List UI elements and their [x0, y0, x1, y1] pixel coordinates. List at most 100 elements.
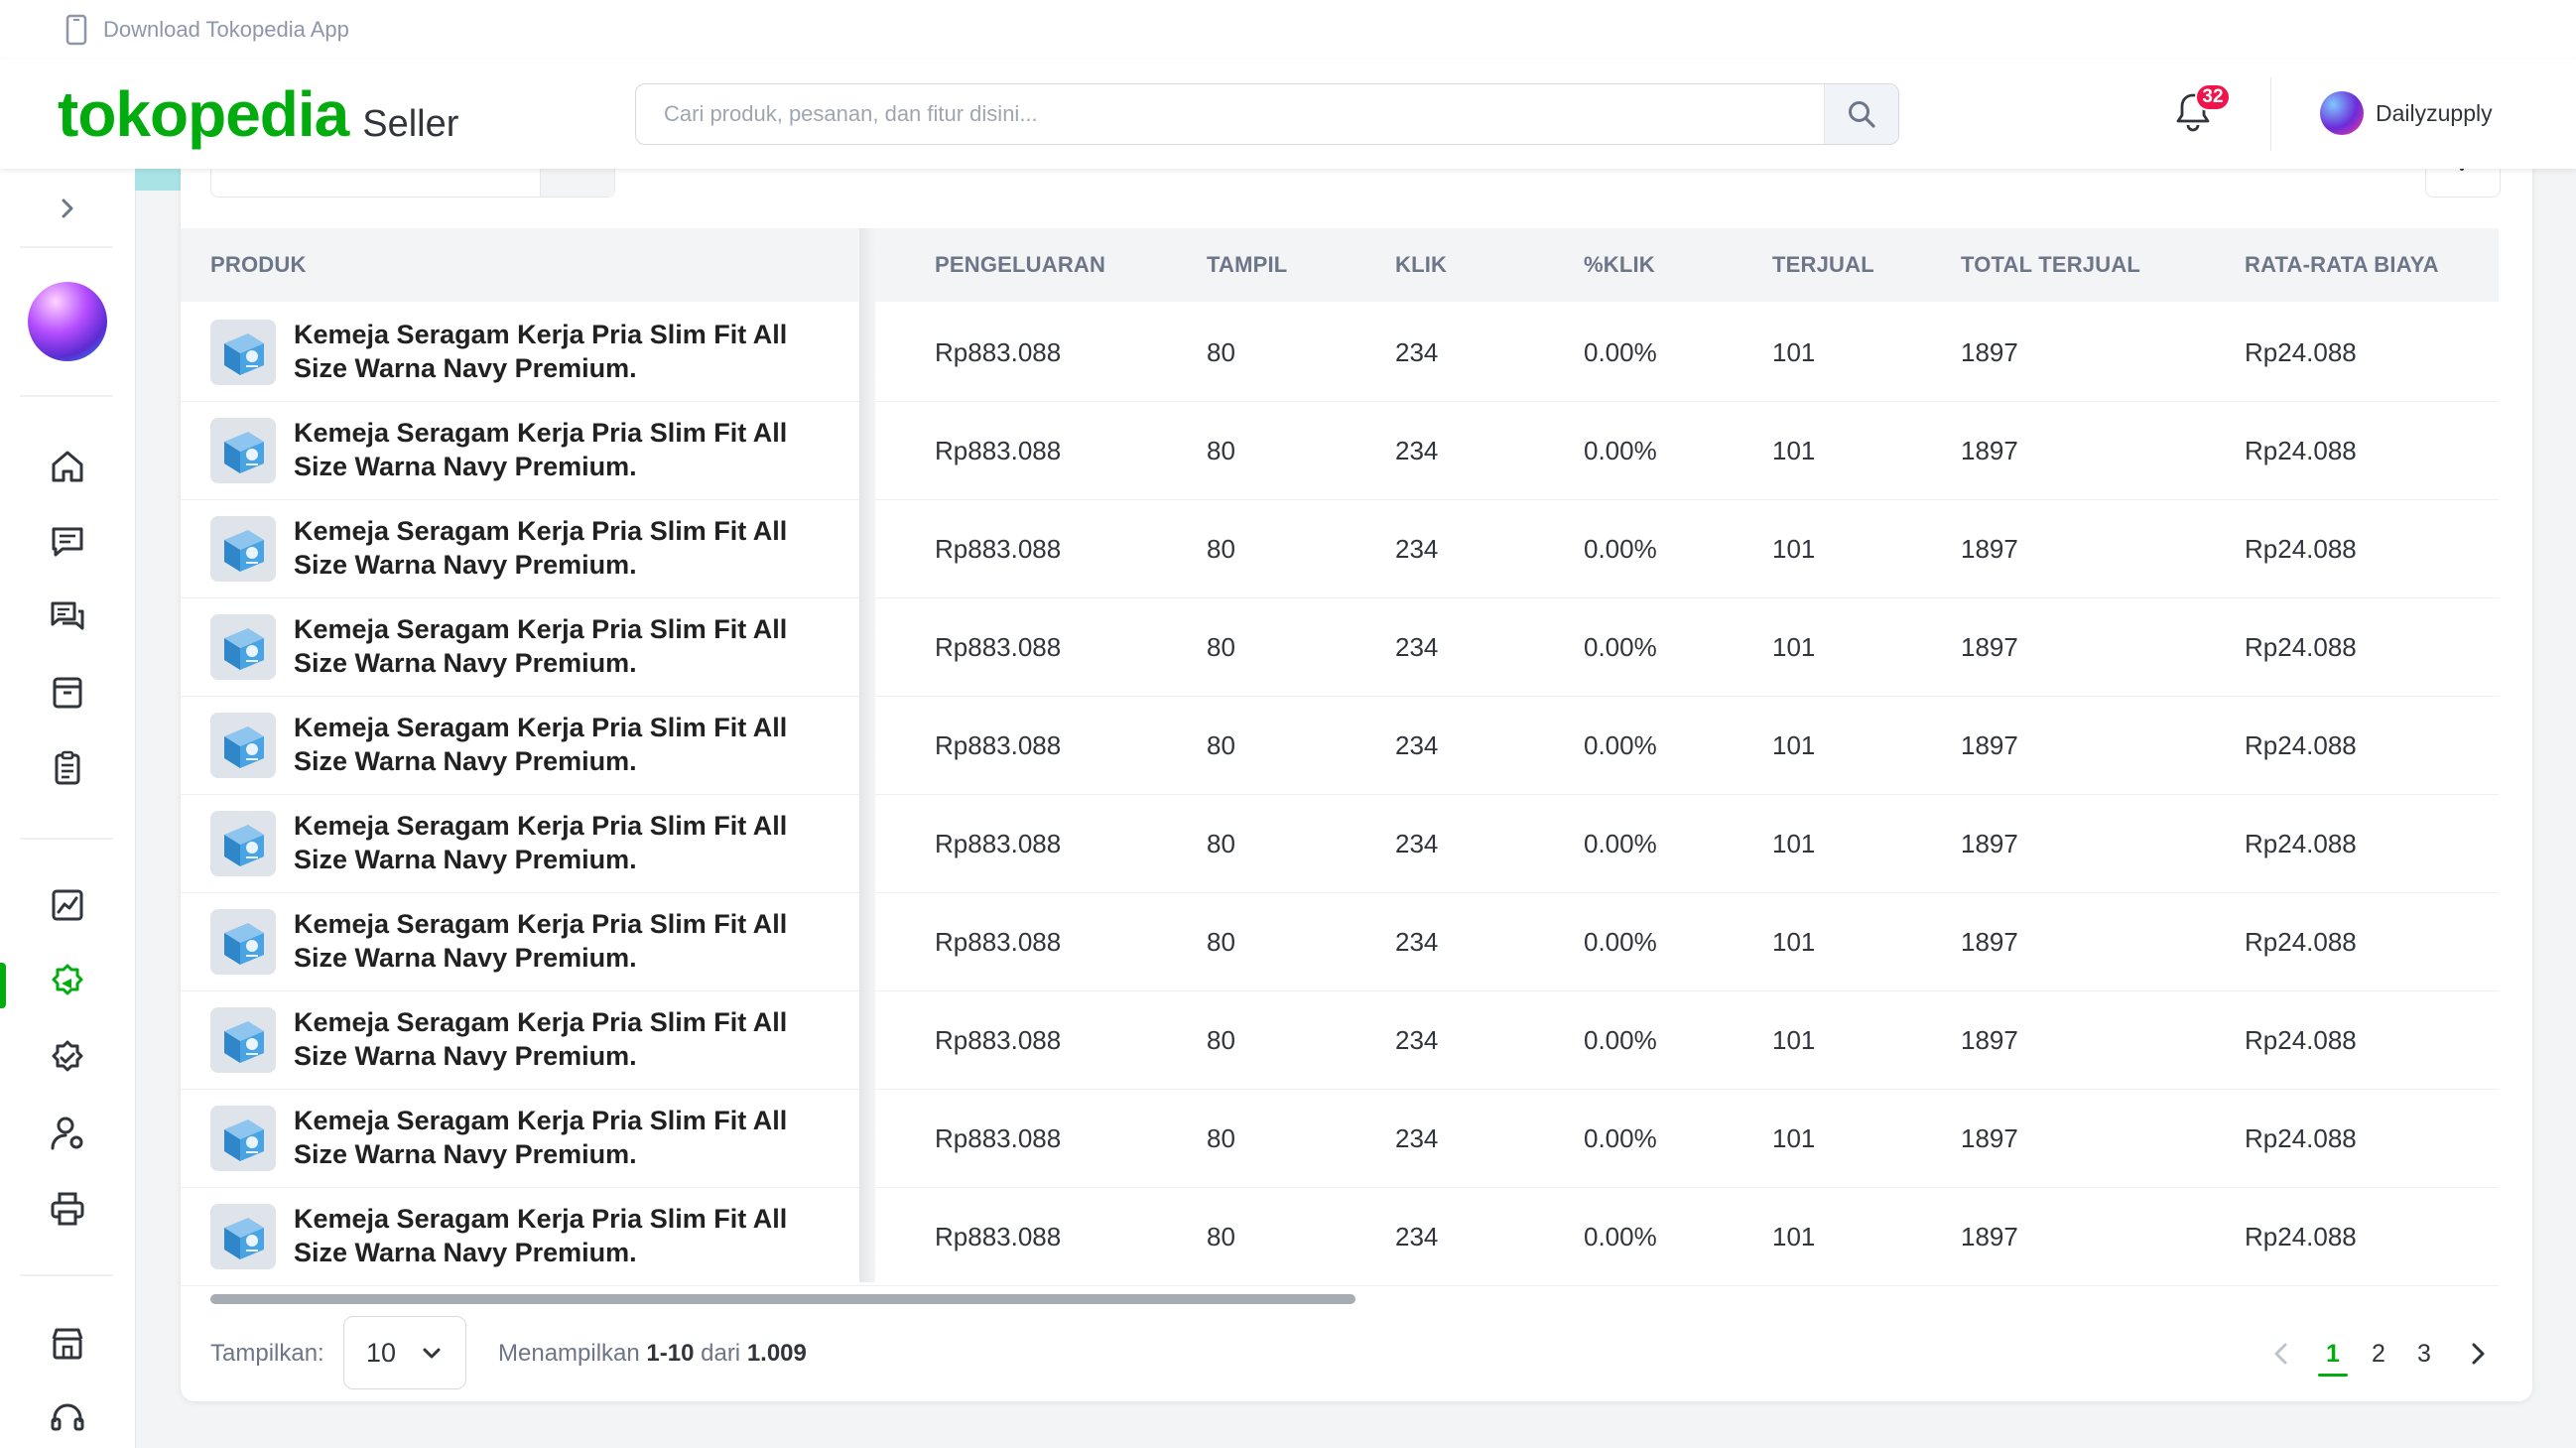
- table-row[interactable]: Kemeja Seragam Kerja Pria Slim Fit All Si…: [181, 598, 2499, 697]
- product-name[interactable]: Kemeja Seragam Kerja Pria Slim Fit All Si…: [294, 514, 830, 582]
- cell-terjual: 101: [1772, 632, 1816, 662]
- orders-icon[interactable]: [48, 748, 87, 788]
- cell-tampil: 80: [1207, 1025, 1235, 1055]
- next-page-button[interactable]: [2463, 1334, 2493, 1374]
- product-name-line: Kemeja Seragam Kerja Pria Slim Fit All: [294, 811, 788, 841]
- search-icon: [1849, 101, 1875, 128]
- table-row[interactable]: Kemeja Seragam Kerja Pria Slim Fit All Si…: [181, 304, 2499, 402]
- sidebar-divider: [20, 395, 113, 397]
- more-options-button[interactable]: [2425, 149, 2501, 197]
- column-header-rata-rata-biaya[interactable]: RATA-RATA BIAYA: [2245, 252, 2439, 277]
- column-header-pengeluaran[interactable]: PENGELUARAN: [935, 252, 1106, 277]
- product-name-line: Size Warna Navy Premium.: [294, 746, 637, 776]
- printer-icon[interactable]: [48, 1189, 87, 1229]
- cell-pct-klik: 0.00%: [1584, 927, 1657, 957]
- shop-avatar[interactable]: [28, 282, 107, 361]
- column-header-tampil[interactable]: TAMPIL: [1207, 252, 1288, 277]
- banner-edge: [135, 169, 181, 191]
- product-name[interactable]: Kemeja Seragam Kerja Pria Slim Fit All Si…: [294, 1202, 830, 1269]
- table-row[interactable]: Kemeja Seragam Kerja Pria Slim Fit All Si…: [181, 1188, 2499, 1286]
- cell-tampil: 80: [1207, 436, 1235, 465]
- expand-sidebar-chevron-icon[interactable]: [52, 193, 83, 224]
- product-name-line: Kemeja Seragam Kerja Pria Slim Fit All: [294, 1007, 788, 1037]
- brand-name: tokopedia: [58, 78, 349, 150]
- column-header-produk[interactable]: PRODUK: [210, 252, 307, 277]
- cell-pct-klik: 0.00%: [1584, 829, 1657, 858]
- search-button[interactable]: [1824, 84, 1898, 144]
- user-settings-icon[interactable]: [48, 1114, 87, 1153]
- column-header-klik[interactable]: KLIK: [1395, 252, 1448, 277]
- support-icon[interactable]: [48, 1399, 87, 1439]
- cell-rata-rata-biaya: Rp24.088: [2245, 337, 2357, 367]
- product-name[interactable]: Kemeja Seragam Kerja Pria Slim Fit All Si…: [294, 809, 830, 876]
- table-row[interactable]: Kemeja Seragam Kerja Pria Slim Fit All Si…: [181, 1090, 2499, 1188]
- column-header-total-terjual[interactable]: TOTAL TERJUAL: [1961, 252, 2141, 277]
- product-name-line: Kemeja Seragam Kerja Pria Slim Fit All: [294, 418, 788, 448]
- product-thumbnail[interactable]: [210, 614, 276, 680]
- cell-terjual: 101: [1772, 1123, 1816, 1153]
- page-3[interactable]: 3: [2417, 1339, 2431, 1368]
- page-1[interactable]: 1: [2326, 1339, 2340, 1368]
- user-menu[interactable]: Dailyzupply: [2320, 91, 2493, 135]
- cell-klik: 234: [1395, 1222, 1439, 1251]
- product-name-line: Size Warna Navy Premium.: [294, 1238, 637, 1267]
- global-search-input[interactable]: [636, 84, 1824, 144]
- cell-klik: 234: [1395, 1123, 1439, 1153]
- cell-terjual: 101: [1772, 436, 1816, 465]
- product-thumbnail[interactable]: [210, 1106, 276, 1171]
- showing-mid: dari: [694, 1340, 747, 1367]
- product-name[interactable]: Kemeja Seragam Kerja Pria Slim Fit All Si…: [294, 711, 830, 778]
- table-row[interactable]: Kemeja Seragam Kerja Pria Slim Fit All Si…: [181, 500, 2499, 598]
- product-thumbnail[interactable]: [210, 1007, 276, 1073]
- table-row[interactable]: Kemeja Seragam Kerja Pria Slim Fit All Si…: [181, 402, 2499, 500]
- cell-rata-rata-biaya: Rp24.088: [2245, 632, 2357, 662]
- product-cell: Kemeja Seragam Kerja Pria Slim Fit All Si…: [181, 697, 859, 794]
- table-row[interactable]: Kemeja Seragam Kerja Pria Slim Fit All Si…: [181, 991, 2499, 1090]
- product-thumbnail[interactable]: [210, 713, 276, 778]
- per-page-select[interactable]: 10: [343, 1316, 466, 1389]
- product-thumbnail[interactable]: [210, 909, 276, 975]
- product-thumbnail[interactable]: [210, 320, 276, 385]
- column-header-pct-klik[interactable]: %KLIK: [1584, 252, 1655, 277]
- product-name[interactable]: Kemeja Seragam Kerja Pria Slim Fit All Si…: [294, 1104, 830, 1171]
- table-row[interactable]: Kemeja Seragam Kerja Pria Slim Fit All Si…: [181, 795, 2499, 893]
- frozen-column-shadow: [859, 228, 875, 1282]
- per-page-value: 10: [366, 1337, 397, 1368]
- product-thumbnail[interactable]: [210, 418, 276, 483]
- cell-total-terjual: 1897: [1961, 1025, 2018, 1055]
- table-row[interactable]: Kemeja Seragam Kerja Pria Slim Fit All Si…: [181, 893, 2499, 991]
- shop-icon[interactable]: [48, 1324, 87, 1364]
- product-thumbnail[interactable]: [210, 516, 276, 582]
- badge-icon[interactable]: [48, 1038, 87, 1078]
- product-name[interactable]: Kemeja Seragam Kerja Pria Slim Fit All Si…: [294, 907, 830, 975]
- product-name[interactable]: Kemeja Seragam Kerja Pria Slim Fit All Si…: [294, 1005, 830, 1073]
- chat-icon[interactable]: [48, 522, 87, 562]
- product-name-line: Kemeja Seragam Kerja Pria Slim Fit All: [294, 909, 788, 939]
- product-name[interactable]: Kemeja Seragam Kerja Pria Slim Fit All Si…: [294, 612, 830, 680]
- cell-pengeluaran: Rp883.088: [935, 829, 1062, 858]
- cell-terjual: 101: [1772, 1222, 1816, 1251]
- product-name[interactable]: Kemeja Seragam Kerja Pria Slim Fit All Si…: [294, 416, 830, 483]
- cell-pct-klik: 0.00%: [1584, 534, 1657, 564]
- table-row[interactable]: Kemeja Seragam Kerja Pria Slim Fit All Si…: [181, 697, 2499, 795]
- product-thumbnail[interactable]: [210, 1204, 276, 1269]
- tokopedia-seller-logo[interactable]: tokopedia Seller: [58, 77, 458, 151]
- previous-page-button[interactable]: [2266, 1334, 2296, 1374]
- home-icon[interactable]: [48, 447, 87, 486]
- cell-total-terjual: 1897: [1961, 436, 2018, 465]
- chevron-down-icon: [423, 1348, 441, 1359]
- ads-icon[interactable]: [48, 963, 87, 1002]
- cell-rata-rata-biaya: Rp24.088: [2245, 534, 2357, 564]
- statistics-icon[interactable]: [48, 885, 87, 925]
- product-box-icon[interactable]: [48, 673, 87, 713]
- product-thumbnail[interactable]: [210, 811, 276, 876]
- cell-rata-rata-biaya: Rp24.088: [2245, 927, 2357, 957]
- download-app-link[interactable]: Download Tokopedia App: [103, 17, 349, 42]
- horizontal-scrollbar[interactable]: [210, 1294, 1355, 1304]
- column-header-terjual[interactable]: TERJUAL: [1772, 252, 1874, 277]
- product-name[interactable]: Kemeja Seragam Kerja Pria Slim Fit All Si…: [294, 318, 830, 385]
- page-2[interactable]: 2: [2372, 1339, 2385, 1368]
- cell-pengeluaran: Rp883.088: [935, 1025, 1062, 1055]
- cell-pengeluaran: Rp883.088: [935, 632, 1062, 662]
- discussion-icon[interactable]: [48, 597, 87, 637]
